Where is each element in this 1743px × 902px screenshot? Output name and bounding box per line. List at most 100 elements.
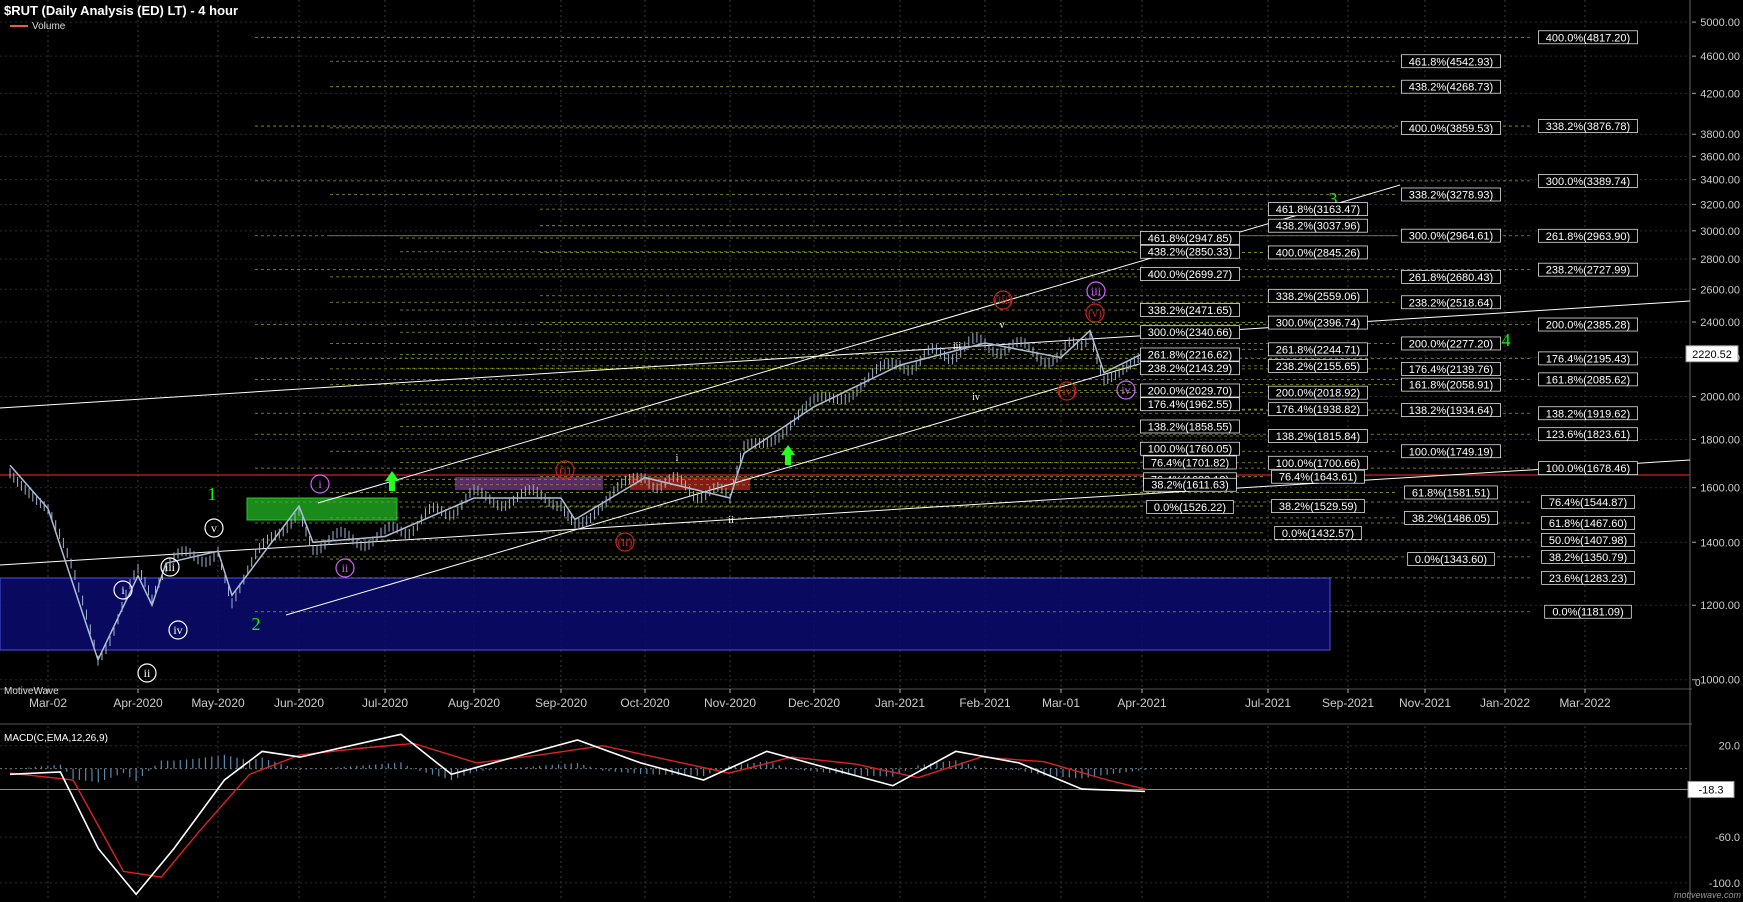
y-tick-label: 1800.00 — [1700, 435, 1740, 447]
fib-label: 161.8%(2085.62) — [1546, 374, 1630, 386]
fib-label-box — [1538, 372, 1638, 387]
fib-label: 338.2%(2471.65) — [1148, 305, 1232, 317]
fib-label-box — [1538, 119, 1638, 133]
signal-arrows — [385, 445, 795, 491]
fib-label: 176.4%(1962.55) — [1148, 399, 1232, 411]
up-arrow-icon — [781, 445, 795, 465]
fib-label-box — [1404, 511, 1498, 525]
y-tick-label: 1600.00 — [1700, 483, 1740, 495]
fib-label-box — [1140, 267, 1240, 281]
macd-tick-label: -60.0 — [1715, 832, 1740, 844]
x-tick-label: Sep-2021 — [1322, 696, 1374, 710]
fib-label-box — [1268, 218, 1368, 233]
target-zone — [246, 497, 398, 521]
fib-label: 138.2%(1934.64) — [1409, 405, 1493, 417]
wave-label: iv — [173, 623, 182, 637]
price-axis: 5000.00 4600.00 4200.00 3800.00 3600.00 3400.… — [1685, 0, 1743, 900]
fib-label-box — [1541, 533, 1635, 547]
fib-label-box — [1401, 121, 1501, 135]
fib-label-box — [1538, 228, 1638, 243]
trendline-base — [0, 459, 1691, 566]
y-tick-label: 3400.00 — [1700, 175, 1740, 187]
fib-label: 300.0%(2396.74) — [1276, 318, 1360, 330]
fib-label: 100.0%(1700.66) — [1276, 458, 1360, 470]
fib-label-box — [1538, 406, 1638, 421]
fib-label-box — [1140, 231, 1240, 245]
fib-label: 238.2%(2143.29) — [1148, 363, 1232, 375]
fib-label: 300.0%(3389.74) — [1546, 176, 1630, 188]
wave-label: iii — [1091, 284, 1102, 298]
wave-circle — [1086, 281, 1106, 301]
fib-label-box — [1140, 397, 1240, 412]
fib-label-box — [1538, 262, 1638, 277]
fib-label-box — [1140, 244, 1240, 259]
fib-label-box — [1271, 469, 1365, 484]
x-tick-label: Mar-2022 — [1559, 696, 1611, 710]
y-tick-label: 2000.00 — [1700, 392, 1740, 404]
fib-label: 400.0%(4817.20) — [1546, 32, 1630, 44]
fib-label-box — [1268, 385, 1368, 400]
fib-label-box — [1274, 526, 1362, 540]
macd-signal-line — [9, 742, 1146, 878]
fib-label: 0.0%(1343.60) — [1415, 554, 1487, 566]
wave-circle — [310, 474, 330, 494]
fib-labels: 461.8%(2947.85) 438.2%(2850.33) 400.0%(269… — [1140, 30, 1638, 619]
wave-label: iv — [1121, 383, 1130, 397]
x-tick-label: Apr-2021 — [1117, 696, 1167, 710]
fib-label-box — [1268, 315, 1368, 330]
resistance-zone-1 — [455, 477, 603, 490]
y-tick-label: 4600.00 — [1700, 51, 1740, 63]
fib-label-box — [1538, 174, 1638, 188]
y-tick-label: 1200.00 — [1700, 600, 1740, 612]
x-tick-label: Jul-2021 — [1245, 696, 1291, 710]
fib-label-box — [1268, 455, 1368, 470]
wave-circle — [615, 532, 635, 552]
fib-label: 76.4%(1643.61) — [1279, 472, 1357, 484]
fib-label: 76.4%(1544.87) — [1549, 497, 1627, 509]
fib-label-box — [1401, 54, 1501, 69]
x-tick-label: Sep-2020 — [535, 696, 587, 710]
fib-label: 61.8%(1467.60) — [1549, 518, 1627, 530]
fib-label: 38.2%(1350.79) — [1549, 552, 1627, 564]
wave-label: iii — [165, 560, 176, 574]
x-tick-label: May-2020 — [191, 696, 245, 710]
up-arrow-icon — [385, 471, 399, 491]
fib-label: 338.2%(2559.06) — [1276, 291, 1360, 303]
y-tick-label: 3800.00 — [1700, 129, 1740, 141]
fib-label: 0.0%(1432.57) — [1282, 528, 1354, 540]
wave-label-minor: ii — [728, 515, 734, 526]
y-tick-label: 3000.00 — [1700, 226, 1740, 238]
fib-label: 461.8%(4542.93) — [1409, 56, 1493, 68]
fib-label-box — [1401, 444, 1501, 459]
macd-value-label: -18.3 — [1698, 784, 1723, 796]
fib-label: 123.6%(1823.61) — [1546, 429, 1630, 441]
fib-label: 100.0%(1760.05) — [1148, 444, 1232, 456]
wave-label: 2 — [252, 614, 261, 634]
fib-label: 461.8%(3163.47) — [1276, 204, 1360, 216]
fib-label: 300.0%(2340.66) — [1148, 327, 1232, 339]
fib-label: 338.2%(3278.93) — [1409, 189, 1493, 201]
brand-label: MotiveWave — [4, 686, 59, 697]
fib-label-box — [1541, 550, 1635, 564]
fib-label-box — [1407, 552, 1495, 566]
fib-label-box — [1401, 295, 1501, 310]
fib-label: 200.0%(2385.28) — [1546, 320, 1630, 332]
fib-label: 238.2%(2155.65) — [1276, 361, 1360, 373]
wave-label: ii — [342, 561, 349, 575]
fib-label-box — [1401, 228, 1501, 243]
zones — [0, 474, 1690, 651]
fib-label-box — [1268, 359, 1368, 373]
y-tick-label: 2400.00 — [1700, 317, 1740, 329]
wave-label: 4 — [1502, 330, 1511, 350]
fib-label: 176.4%(2195.43) — [1546, 353, 1630, 365]
wave-label: v — [211, 521, 217, 535]
fib-label: 261.8%(2680.43) — [1409, 272, 1493, 284]
y-tick-label: 3200.00 — [1700, 199, 1740, 211]
fib-label-box — [1268, 202, 1368, 216]
x-tick-label: Aug-2020 — [448, 696, 500, 710]
volume-zero: 0 — [1695, 678, 1701, 689]
y-tick-label: 4200.00 — [1700, 88, 1740, 100]
fib-label: 138.2%(1858.55) — [1148, 421, 1232, 433]
wave-label: i — [121, 583, 125, 597]
